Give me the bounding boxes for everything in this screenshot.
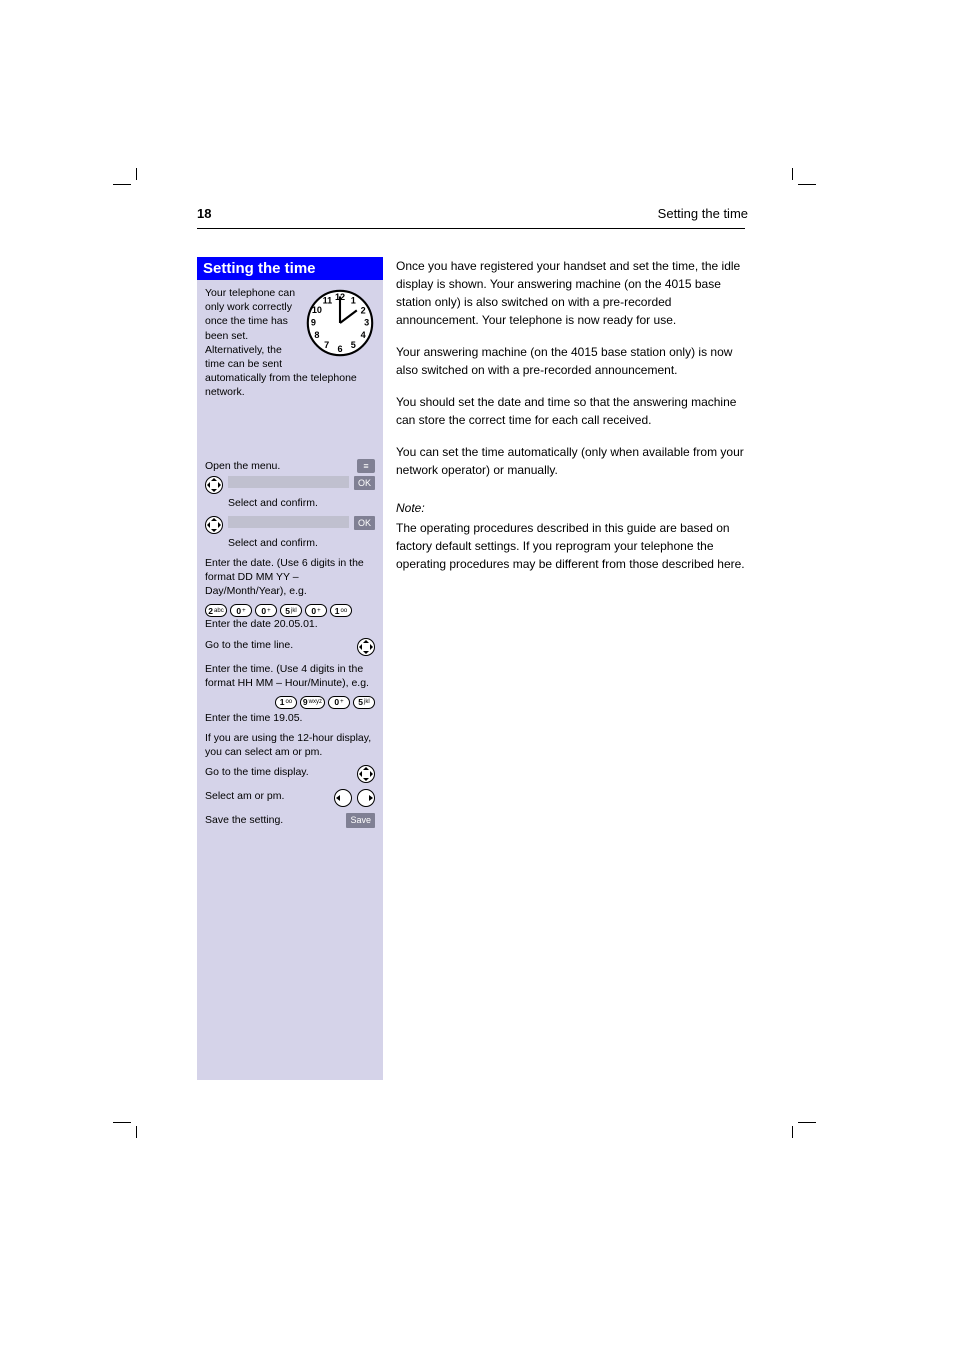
select-datetime-bar — [228, 516, 349, 528]
save-setting-label: Save the setting. — [205, 813, 341, 827]
key-t1[interactable]: 1ᴏᴏ — [275, 696, 297, 709]
svg-text:1: 1 — [351, 296, 356, 306]
key-2[interactable]: 2abc — [205, 604, 227, 617]
go-time-line-label: Go to the time line. — [205, 638, 352, 652]
select-date-label: Select and confirm. — [228, 536, 375, 550]
note-body: The operating procedures described in th… — [396, 519, 746, 573]
key-t0[interactable]: 0+ — [328, 696, 350, 709]
header-rule — [197, 228, 745, 229]
key-t5[interactable]: 5jkl — [353, 696, 375, 709]
key-0c[interactable]: 0+ — [305, 604, 327, 617]
svg-text:2: 2 — [361, 306, 366, 316]
go-time-display-label: Go to the time display. — [205, 765, 352, 779]
svg-text:5: 5 — [351, 340, 356, 350]
nav-right-icon[interactable] — [357, 789, 375, 807]
menu-icon[interactable]: ≡ — [357, 459, 375, 473]
key-1[interactable]: 1ᴏᴏ — [330, 604, 352, 617]
svg-text:11: 11 — [323, 296, 333, 306]
svg-text:7: 7 — [324, 340, 329, 350]
ok-button-2[interactable]: OK — [354, 516, 375, 530]
nav-pad-icon-2[interactable] — [205, 516, 223, 534]
save-button[interactable]: Save — [346, 813, 375, 827]
svg-text:3: 3 — [364, 317, 369, 327]
page-number: 18 — [197, 206, 211, 221]
main-p1: Once you have registered your handset an… — [396, 257, 746, 329]
svg-text:10: 10 — [312, 305, 322, 315]
select-ampm-label: Select am or pm. — [205, 789, 329, 803]
svg-text:8: 8 — [314, 330, 319, 340]
svg-text:6: 6 — [337, 344, 342, 354]
key-t9[interactable]: 9wxyz — [300, 696, 325, 709]
time-key-row: 1ᴏᴏ 9wxyz 0+ 5jkl — [205, 696, 375, 709]
page-header-title: Setting the time — [468, 206, 748, 221]
date-key-row: 2abc 0+ 0+ 5jkl 0+ 1ᴏᴏ — [205, 604, 352, 617]
sidebar-panel: Setting the time 12 1 2 3 4 5 6 — [197, 257, 383, 1080]
open-menu-label: Open the menu. — [205, 459, 352, 473]
time-mode-text: If you are using the 12-hour display, yo… — [205, 731, 375, 759]
enter-date-example: Enter the date 20.05.01. — [205, 617, 375, 631]
clock-icon: 12 1 2 3 4 5 6 7 8 9 10 11 — [305, 288, 375, 362]
main-p3: You should set the date and time so that… — [396, 393, 746, 429]
main-p2: Your answering machine (on the 4015 base… — [396, 343, 746, 379]
main-p4: You can set the time automatically (only… — [396, 443, 746, 479]
enter-time-example: Enter the time 19.05. — [205, 711, 375, 725]
main-text: Once you have registered your handset an… — [396, 257, 746, 573]
sidebar-title: Setting the time — [197, 257, 383, 280]
select-handset-label: Select and confirm. — [228, 496, 375, 510]
nav-pad-icon-4[interactable] — [357, 765, 375, 783]
key-0[interactable]: 0+ — [230, 604, 252, 617]
nav-left-icon[interactable] — [334, 789, 352, 807]
select-handset-bar — [228, 476, 349, 488]
key-5[interactable]: 5jkl — [280, 604, 302, 617]
nav-pad-icon-3[interactable] — [357, 638, 375, 656]
svg-text:9: 9 — [311, 317, 316, 327]
ok-button-1[interactable]: OK — [354, 476, 375, 490]
enter-date-prompt: Enter the date. (Use 6 digits in the for… — [205, 556, 375, 599]
key-0b[interactable]: 0+ — [255, 604, 277, 617]
note-label: Note: — [396, 499, 746, 517]
enter-time-prompt: Enter the time. (Use 4 digits in the for… — [205, 662, 375, 690]
nav-pad-icon[interactable] — [205, 476, 223, 494]
svg-text:4: 4 — [361, 330, 366, 340]
